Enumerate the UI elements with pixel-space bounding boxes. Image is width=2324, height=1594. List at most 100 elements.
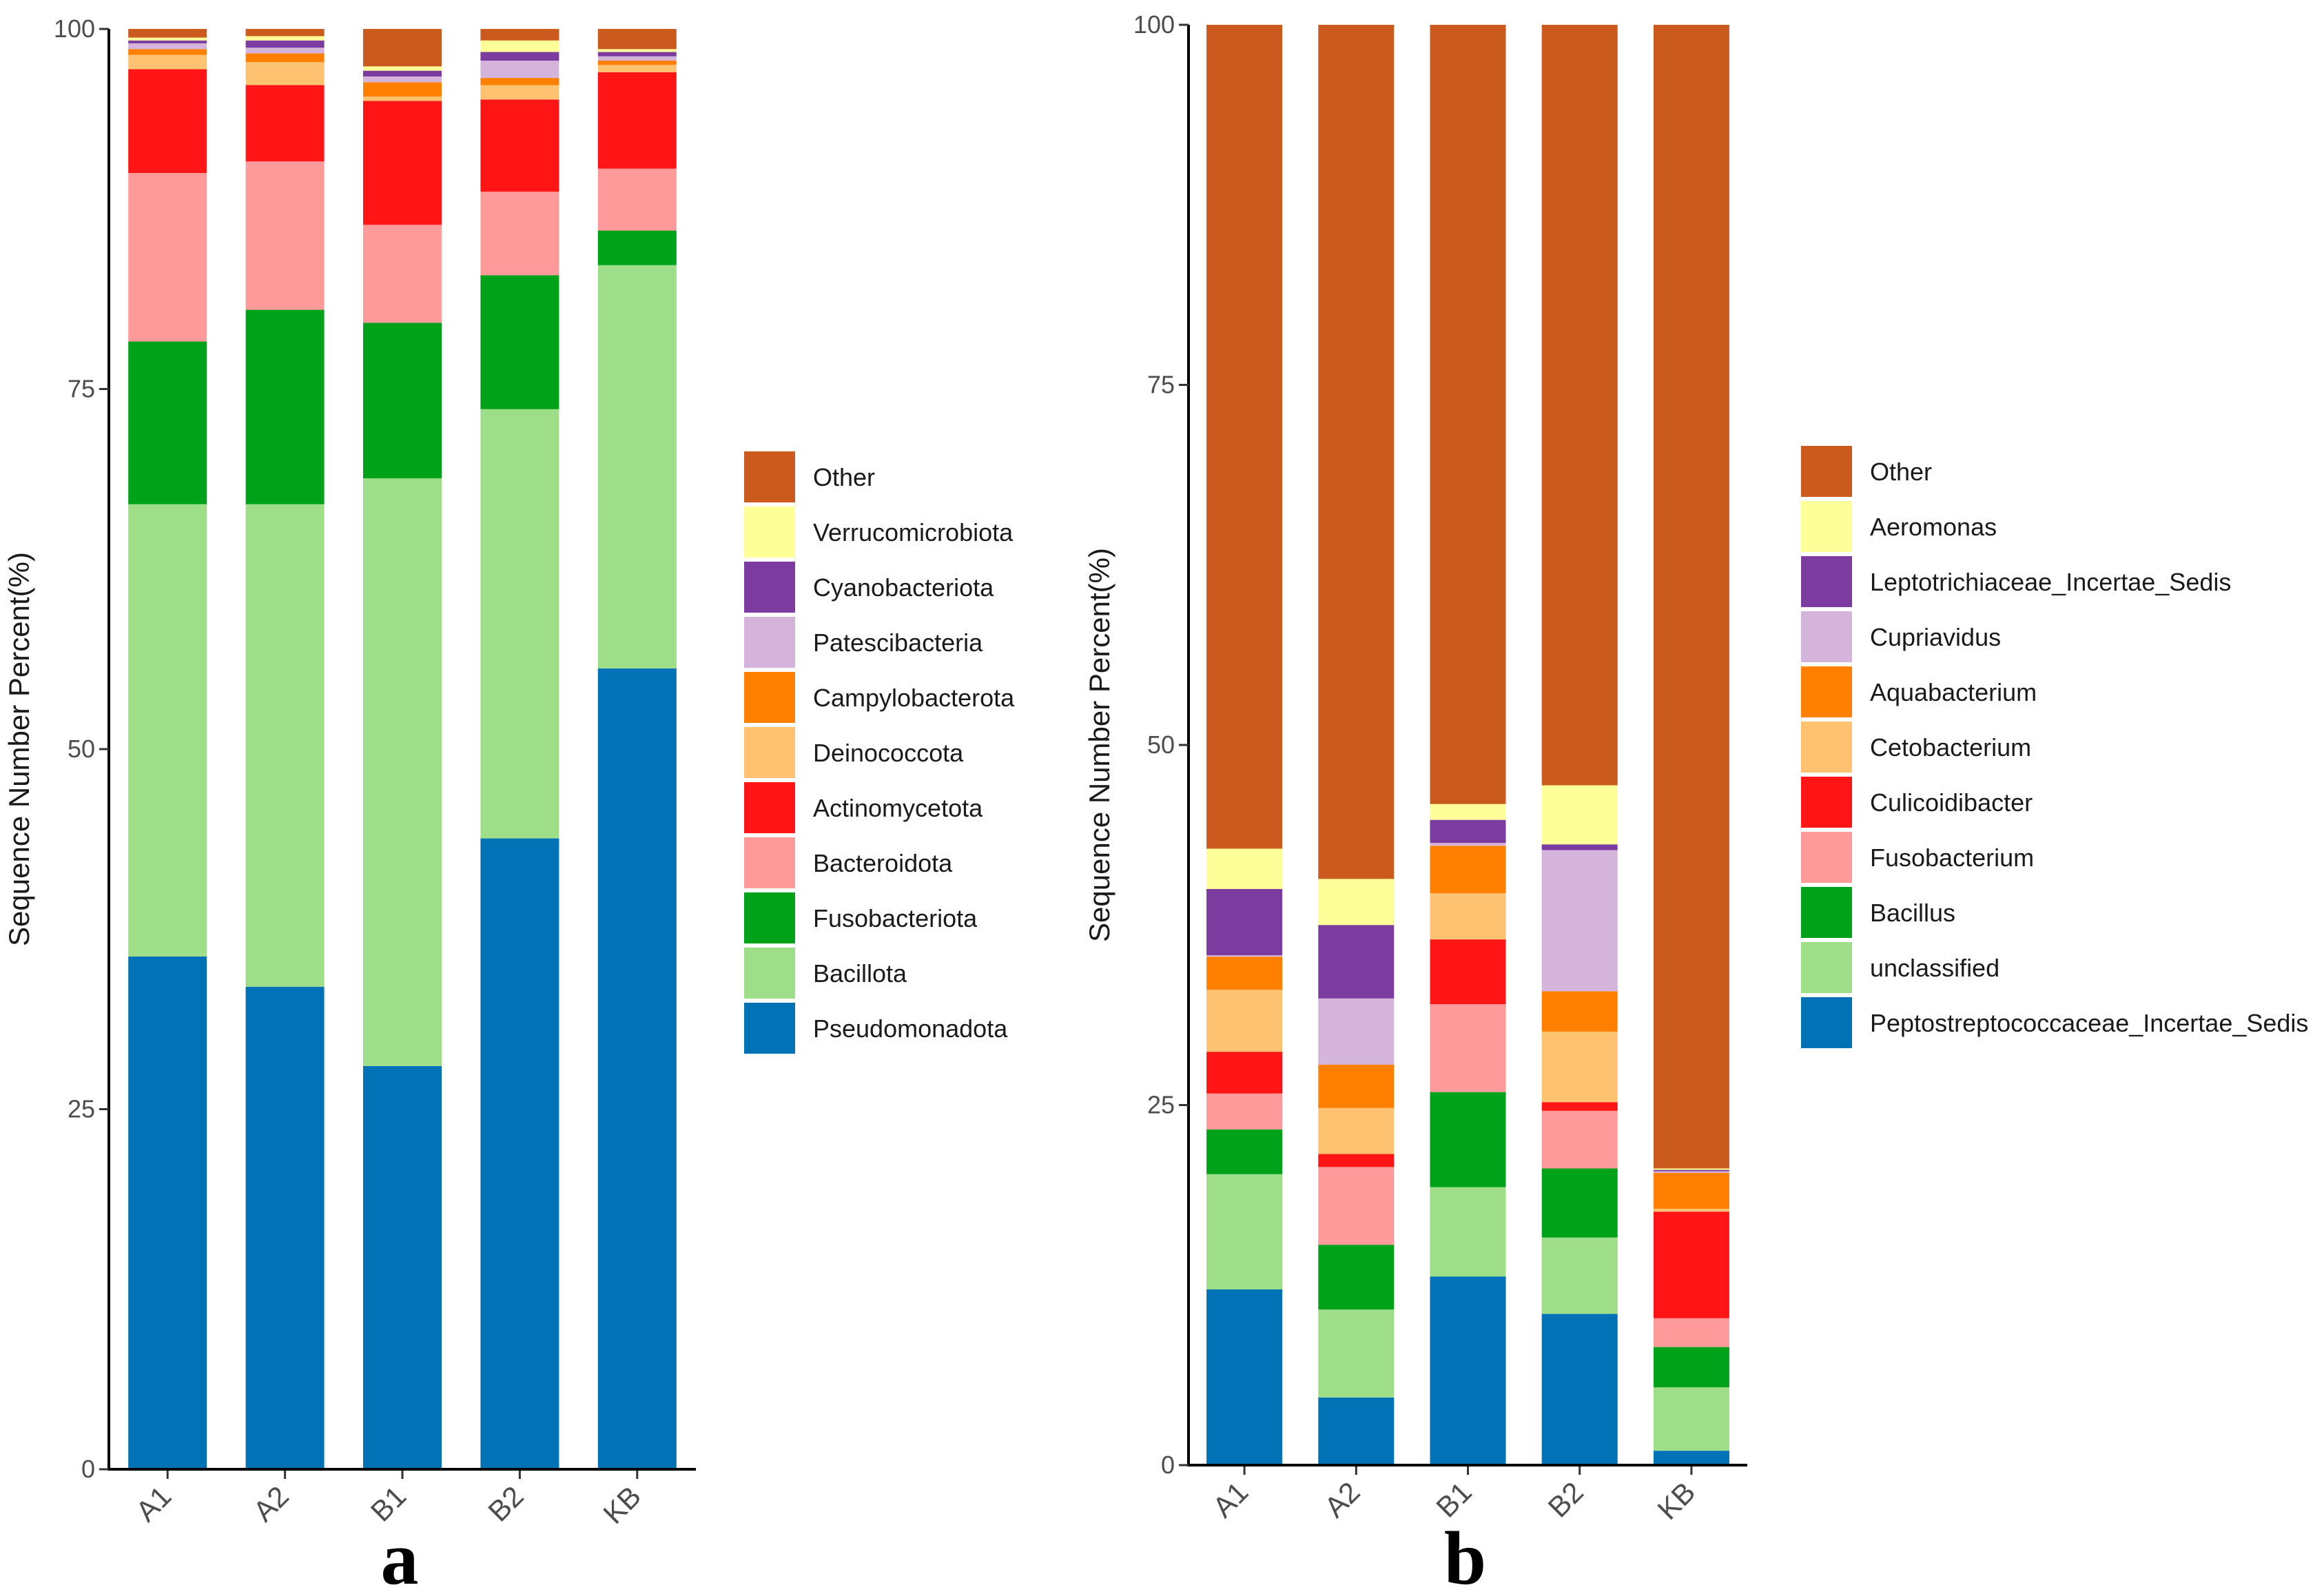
panel-b-legend-label-cetobacterium: Cetobacterium [1870, 733, 2031, 762]
panel-a-y-tick-label-75: 75 [68, 375, 95, 403]
panel-a-y-tick-label-25: 25 [68, 1095, 95, 1123]
panel-a-bar-a2-fusobacteriota [245, 309, 325, 504]
panel-a-legend-label-other: Other [813, 463, 875, 491]
panel-a-bar-kb-other [597, 29, 677, 50]
panel-b-bar-a2-bacillus [1318, 1245, 1395, 1310]
panel-a-bar-a2-campylobacterota [245, 53, 325, 63]
panel-b-y-axis-title: Sequence Number Percent(%) [1083, 548, 1115, 942]
panel-b-legend-swatch-aeromonas [1801, 501, 1852, 552]
panel-b-y-tick-label-75: 75 [1147, 371, 1175, 399]
panel-a-bar-kb-verrucomicrobiota [597, 49, 677, 52]
panel-a-bar-a1-patescibacteria [128, 43, 207, 50]
panel-a-bar-a1-bacillota [128, 504, 207, 957]
panel-a-bar-a1-fusobacteriota [128, 341, 207, 504]
panel-a-bar-a2-deinococcota [245, 62, 325, 85]
panel-b-bar-kb-aquabacterium [1653, 1172, 1729, 1209]
panel-b-bar-b1-culicoidibacter [1430, 939, 1506, 1005]
panel-a-y-axis-title: Sequence Number Percent(%) [3, 552, 35, 946]
panel-b-legend-swatch-leptotrichiaceae-incertae-sedis [1801, 556, 1852, 607]
panel-a-bar-a2-cyanobacteriota [245, 40, 325, 48]
panel-a-bar-b2-cyanobacteriota [480, 52, 559, 61]
panel-b-legend-label-unclassified: unclassified [1870, 954, 1999, 982]
panel-a-bar-a1-pseudomonadota [128, 956, 207, 1469]
panel-b-bar-b1-aeromonas [1430, 804, 1506, 820]
panel-b-legend-swatch-other [1801, 446, 1852, 497]
panel-a-bar-kb-patescibacteria [597, 56, 677, 61]
panel-a-bar-a2-patescibacteria [245, 48, 325, 54]
panel-a-y-tick-label-50: 50 [68, 735, 95, 763]
panel-a-bar-a2-other [245, 29, 325, 37]
panel-a-bar-b2-fusobacteriota [480, 275, 559, 409]
panel-b-y-tick-label-100: 100 [1133, 10, 1175, 39]
panel-a-legend-swatch-campylobacterota [744, 672, 795, 723]
panel-b-legend-swatch-bacillus [1801, 887, 1852, 938]
panel-b-y-tick-label-0: 0 [1161, 1451, 1175, 1479]
panel-b-bar-kb-cupriavidus [1653, 1171, 1729, 1173]
panel-b-bar-b2-cetobacterium [1541, 1031, 1618, 1103]
panel-b-bar-b1-cupriavidus [1430, 843, 1506, 846]
panel-b-bar-kb-peptostreptococcaceae-incertae-sedis [1653, 1451, 1729, 1465]
panel-a-bar-a1-verrucomicrobiota [128, 37, 207, 41]
panel-b-bar-a1-cetobacterium [1206, 990, 1283, 1052]
panel-a-legend-label-patescibacteria: Patescibacteria [813, 629, 983, 657]
panel-b-bar-a2-fusobacterium [1318, 1167, 1395, 1245]
panel-b-bar-a2-aquabacterium [1318, 1064, 1395, 1108]
panel-a-y-tick-label-0: 0 [81, 1455, 95, 1483]
panel-a-legend-label-fusobacteriota: Fusobacteriota [813, 904, 978, 932]
panel-a-bar-a2-bacillota [245, 504, 325, 987]
panel-b-bar-kb-leptotrichiaceae-incertae-sedis [1653, 1169, 1729, 1172]
panel-b-bar-a1-culicoidibacter [1206, 1052, 1283, 1094]
panel-b-legend: Other Aeromonas Leptotrichiaceae_Incertae_… [1801, 446, 2308, 1048]
panel-a-bar-kb-bacillota [597, 265, 677, 668]
panel-a-bar-kb-actinomycetota [597, 72, 677, 169]
panel-b-bar-a2-aeromonas [1318, 879, 1395, 926]
panel-a-legend-swatch-verrucomicrobiota [744, 507, 795, 558]
panel-a-bar-b1-patescibacteria [363, 76, 442, 83]
panel-b-bar-b1-leptotrichiaceae-incertae-sedis [1430, 819, 1506, 844]
panel-a-label: a [381, 1516, 419, 1594]
panel-a-bar-kb-deinococcota [597, 65, 677, 72]
panel-a-y-tick-label-100: 100 [54, 14, 95, 43]
panel-a-legend-label-pseudomonadota: Pseudomonadota [813, 1014, 1008, 1043]
panel-b-bar-a2-peptostreptococcaceae-incertae-sedis [1318, 1397, 1395, 1465]
panel-b-bar-b1-fusobacterium [1430, 1004, 1506, 1092]
panel-b-bar-kb-other [1653, 25, 1729, 1169]
panel-b-bar-b2-culicoidibacter [1541, 1102, 1618, 1111]
panel-a-bar-a1-other [128, 29, 207, 38]
panel-a-legend-label-deinococcota: Deinococcota [813, 739, 964, 767]
panel-b-legend-label-aeromonas: Aeromonas [1870, 513, 1997, 541]
panel-a-bar-b2-verrucomicrobiota [480, 40, 559, 52]
panel-a-legend-swatch-cyanobacteriota [744, 562, 795, 613]
panel-b-legend-label-cupriavidus: Cupriavidus [1870, 623, 2001, 651]
panel-a-legend-label-bacillota: Bacillota [813, 959, 907, 988]
panel-a-legend-swatch-patescibacteria [744, 617, 795, 668]
panel-b-legend-swatch-unclassified [1801, 942, 1852, 993]
panel-b-bar-kb-aeromonas [1653, 1168, 1729, 1170]
panel-a-bar-b2-deinococcota [480, 85, 559, 100]
panel-b-bar-a1-cupriavidus [1206, 955, 1283, 957]
panel-a-bar-b2-bacillota [480, 409, 559, 839]
panel-a-bar-kb-cyanobacteriota [597, 52, 677, 57]
panel-a-bar-b1-deinococcota [363, 96, 442, 101]
panel-a-legend: Other Verrucomicrobiota Cyanobacteriota Pat… [744, 451, 1015, 1054]
panel-b-bar-a1-leptotrichiaceae-incertae-sedis [1206, 889, 1283, 956]
panel-b-legend-label-leptotrichiaceae-incertae-sedis: Leptotrichiaceae_Incertae_Sedis [1870, 568, 2231, 596]
panel-b-bar-a1-other [1206, 25, 1283, 849]
panel-b-legend-swatch-aquabacterium [1801, 666, 1852, 717]
panel-b-bar-a2-cupriavidus [1318, 998, 1395, 1065]
panel-b-legend-swatch-fusobacterium [1801, 832, 1852, 883]
panel-a-bar-b2-pseudomonadota [480, 838, 559, 1469]
panel-b-bar-a2-leptotrichiaceae-incertae-sedis [1318, 925, 1395, 999]
panel-b-bar-a1-bacillus [1206, 1130, 1283, 1174]
panel-b-y-tick-label-25: 25 [1147, 1091, 1175, 1119]
panel-b-bar-b1-other [1430, 25, 1506, 804]
panel-a-bar-b1-actinomycetota [363, 101, 442, 225]
panel-b-bar-b2-aeromonas [1541, 785, 1618, 845]
panel-a-bar-a2-actinomycetota [245, 85, 325, 162]
panel-a-bar-b2-patescibacteria [480, 60, 559, 79]
panel-a-legend-label-actinomycetota: Actinomycetota [813, 794, 983, 822]
panel-a-bar-a2-pseudomonadota [245, 986, 325, 1469]
panel-a-bar-b1-pseudomonadota [363, 1065, 442, 1469]
